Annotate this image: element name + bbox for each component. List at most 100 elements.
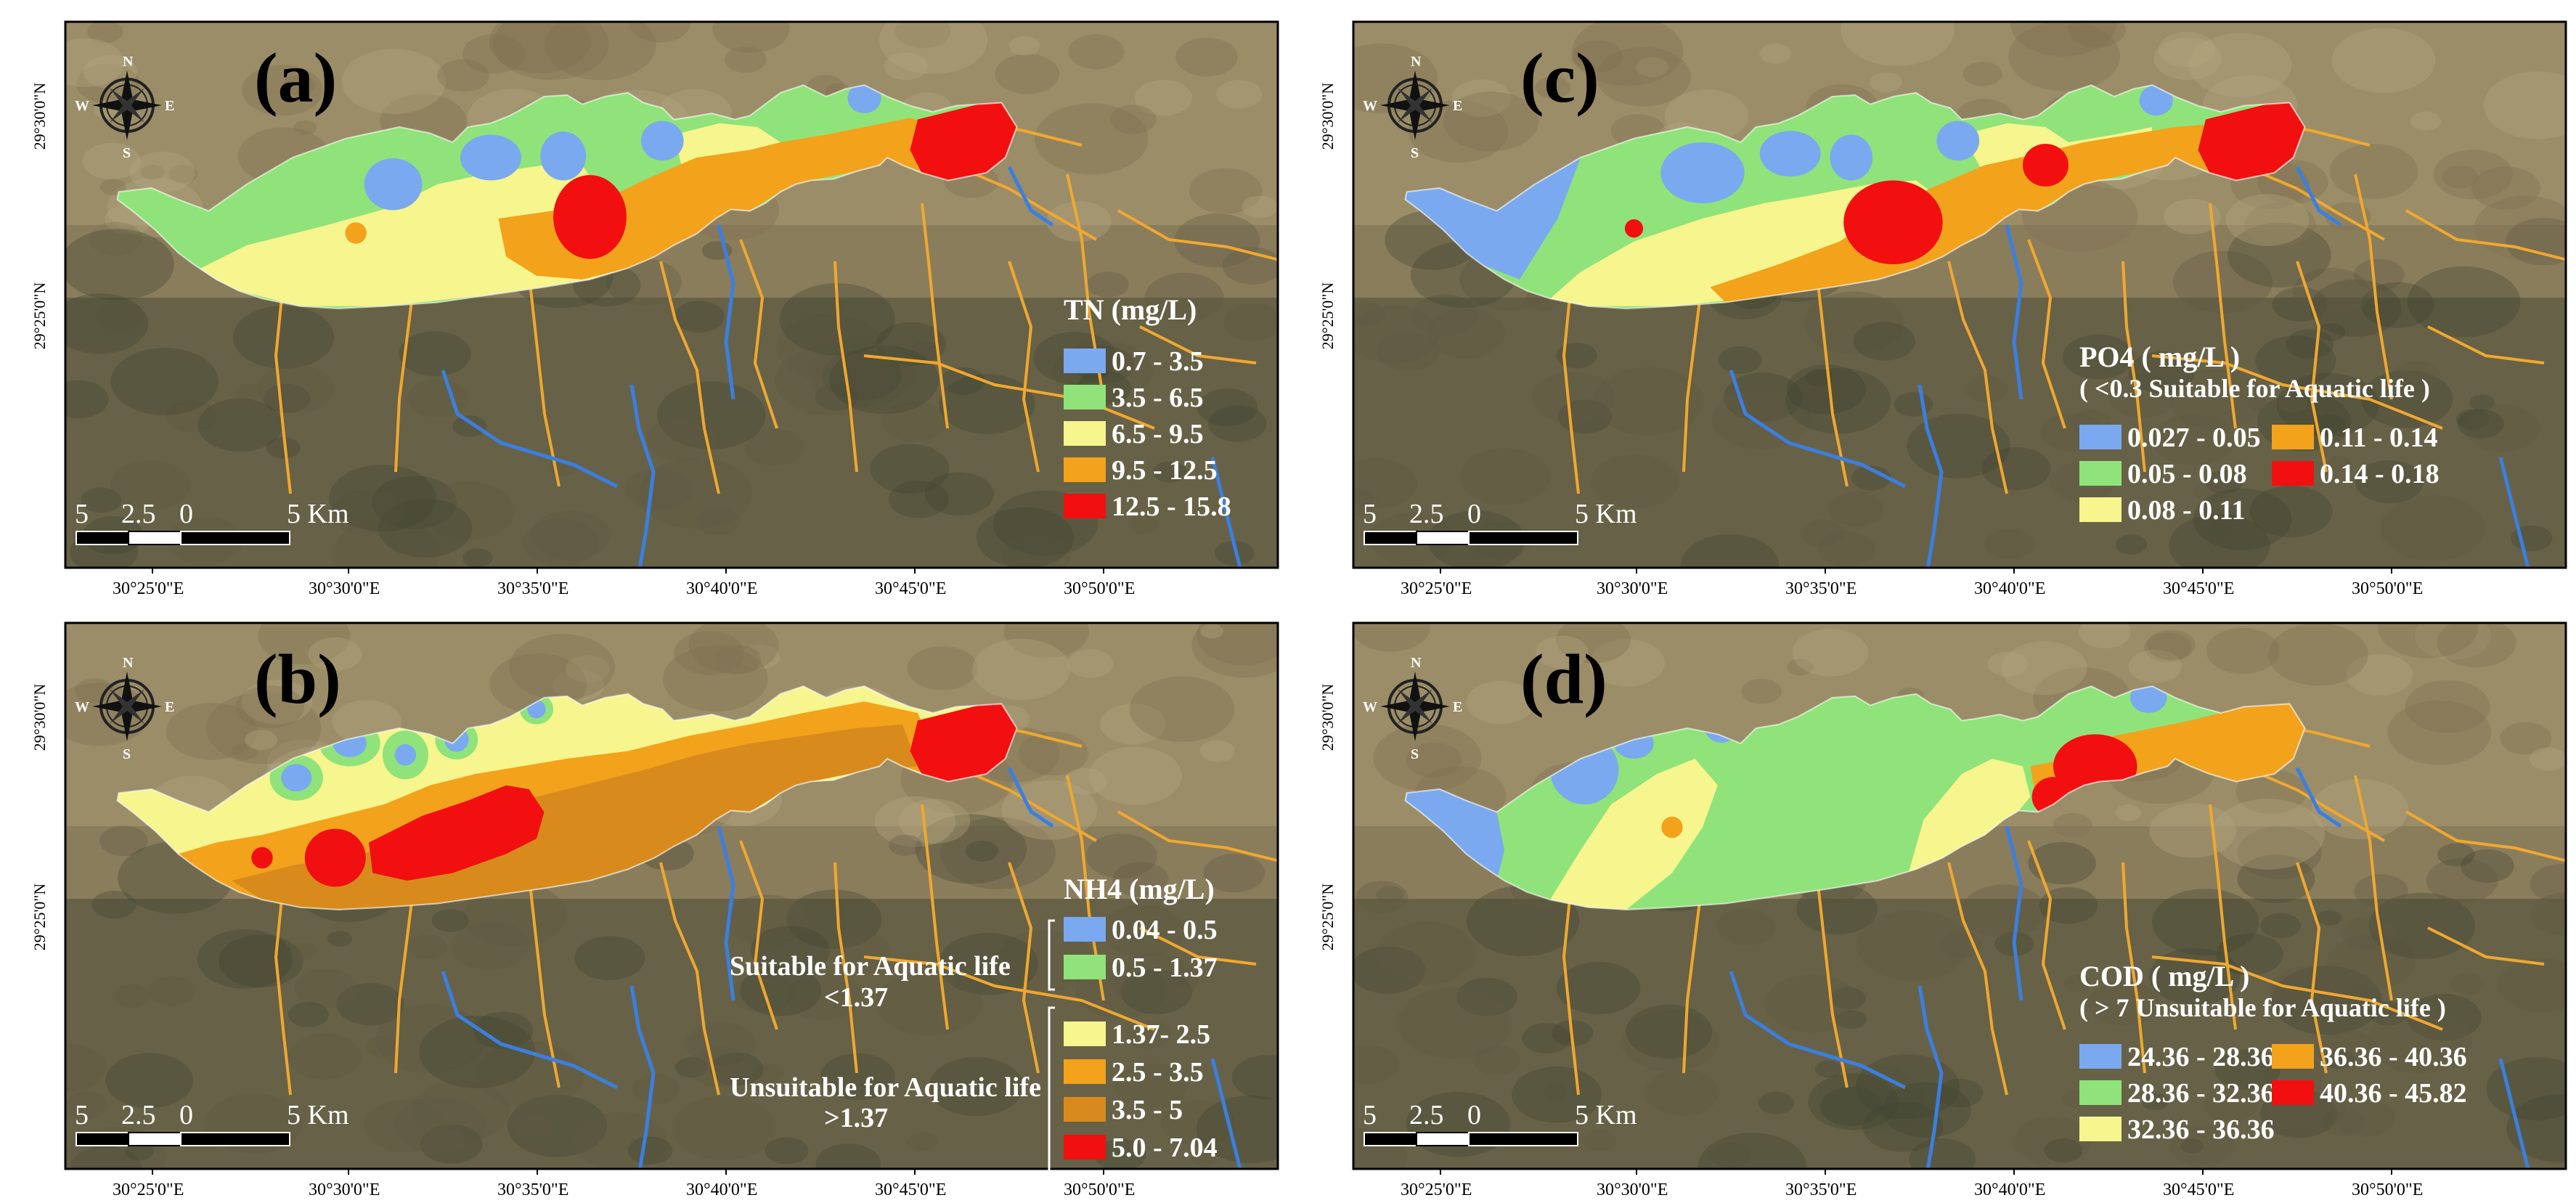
terrain-texture [1353, 623, 1431, 652]
terrain-texture [1134, 79, 1193, 116]
terrain-texture [263, 383, 311, 414]
panel-label: (c) [1520, 39, 1599, 118]
terrain-texture [2456, 409, 2490, 430]
terrain-texture [288, 1001, 329, 1027]
y-tick-label: 29°30'0"N [1318, 83, 1337, 150]
terrain-texture [709, 1052, 764, 1086]
terrain-texture [509, 634, 616, 701]
terrain-texture [378, 498, 473, 558]
terrain-texture [330, 489, 404, 536]
map-frame [65, 22, 1278, 568]
x-tick-label: 30°40'0"E [1974, 1180, 2045, 1199]
terrain-texture [65, 1043, 107, 1092]
legend: COD ( mg/L )( > 7 Unsuitable for Aquatic… [2079, 960, 2467, 1145]
terrain-texture [205, 692, 322, 764]
terrain-texture [1741, 678, 1782, 704]
terrain-texture [1125, 1019, 1172, 1049]
terrain-texture [476, 1041, 584, 1109]
terrain-texture [1466, 885, 1580, 957]
legend-swatch [1064, 1059, 1106, 1084]
concentration-zone [1405, 158, 1581, 280]
terrain-texture [1114, 1063, 1189, 1109]
terrain-texture [725, 894, 808, 947]
terrain-texture [1984, 529, 2034, 560]
terrain-texture [2368, 1008, 2472, 1074]
terrain-texture [2207, 523, 2233, 539]
terrain-texture [364, 1035, 399, 1057]
legend-swatch [1064, 421, 1106, 446]
terrain-texture [329, 465, 436, 532]
terrain-texture [724, 46, 767, 73]
terrain-texture [1710, 1142, 1752, 1169]
terrain-texture [1594, 367, 1704, 436]
terrain-texture [1862, 1101, 1944, 1152]
terrain-texture [876, 322, 946, 367]
terrain-texture [289, 942, 318, 961]
agricultural-area [1353, 899, 2566, 1169]
terrain-texture [1894, 392, 1933, 417]
scale-label: 2.5 [121, 499, 156, 529]
terrain-texture [462, 882, 567, 947]
terrain-texture [336, 982, 404, 1026]
scale-bar: 5 2.5 0 5 Km [75, 1100, 349, 1146]
terrain-texture [1087, 271, 1129, 298]
terrain-texture [2461, 849, 2514, 883]
terrain-texture [2062, 334, 2135, 380]
compass-south-label: S [1411, 746, 1419, 762]
terrain-texture [1583, 1130, 1617, 1152]
terrain-texture [894, 22, 951, 49]
terrain-texture [1697, 1133, 1807, 1169]
irrigation-canal [863, 955, 1155, 1031]
terrain-texture [1841, 22, 1955, 66]
terrain-texture [1853, 322, 1916, 361]
y-tick-label: 29°30'0"N [1318, 684, 1337, 751]
terrain-texture [1711, 387, 1811, 450]
x-tick-label: 30°40'0"E [686, 1180, 757, 1199]
terrain-texture [2147, 629, 2196, 661]
irrigation-canal [1682, 884, 1703, 1074]
irrigation-canal [833, 261, 858, 473]
terrain-texture [776, 314, 884, 382]
terrain-texture [2333, 1098, 2396, 1137]
terrain-texture [1459, 448, 1551, 505]
terrain-texture [2246, 396, 2271, 412]
concentration-zone [1405, 789, 1504, 881]
legend-note: ( > 7 Unsuitable for Aquatic life ) [2079, 993, 2446, 1022]
terrain-texture [639, 457, 753, 529]
terrain-texture [1907, 413, 2010, 478]
terrain-texture [232, 306, 335, 370]
terrain-texture [407, 934, 447, 960]
terrain-texture [451, 921, 529, 971]
terrain-texture [1785, 367, 1891, 434]
terrain-texture [786, 974, 861, 1021]
terrain-texture [646, 417, 718, 462]
terrain-texture [629, 22, 691, 43]
compass-east-label: E [165, 98, 174, 114]
terrain-texture [879, 22, 988, 74]
legend-swatch [1064, 348, 1106, 373]
terrain-texture [2169, 1125, 2235, 1167]
y-tick-label: 29°25'0"N [30, 884, 49, 951]
terrain-texture [2426, 857, 2498, 903]
terrain-texture [1128, 514, 1159, 534]
drain-channel [1729, 370, 1907, 489]
terrain-texture [2039, 886, 2098, 924]
terrain-texture [553, 669, 604, 702]
irrigation-canal [2405, 810, 2566, 863]
concentration-zone [1661, 816, 1683, 839]
legend-swatch [2272, 461, 2314, 486]
terrain-texture [1120, 969, 1192, 1015]
legend-swatch [1064, 494, 1106, 518]
terrain-texture [266, 437, 301, 459]
terrain-texture [1175, 37, 1238, 77]
terrain-texture [1626, 1004, 1713, 1059]
terrain-texture [898, 799, 971, 844]
map-border [64, 20, 1279, 569]
terrain-texture [2322, 1048, 2355, 1069]
irrigation-canal [2027, 239, 2066, 429]
terrain-texture [2317, 910, 2342, 926]
terrain-texture [672, 1096, 776, 1161]
x-tick-label: 30°40'0"E [686, 579, 757, 598]
terrain-texture [1556, 623, 1631, 664]
irrigation-canal [2354, 775, 2393, 1001]
